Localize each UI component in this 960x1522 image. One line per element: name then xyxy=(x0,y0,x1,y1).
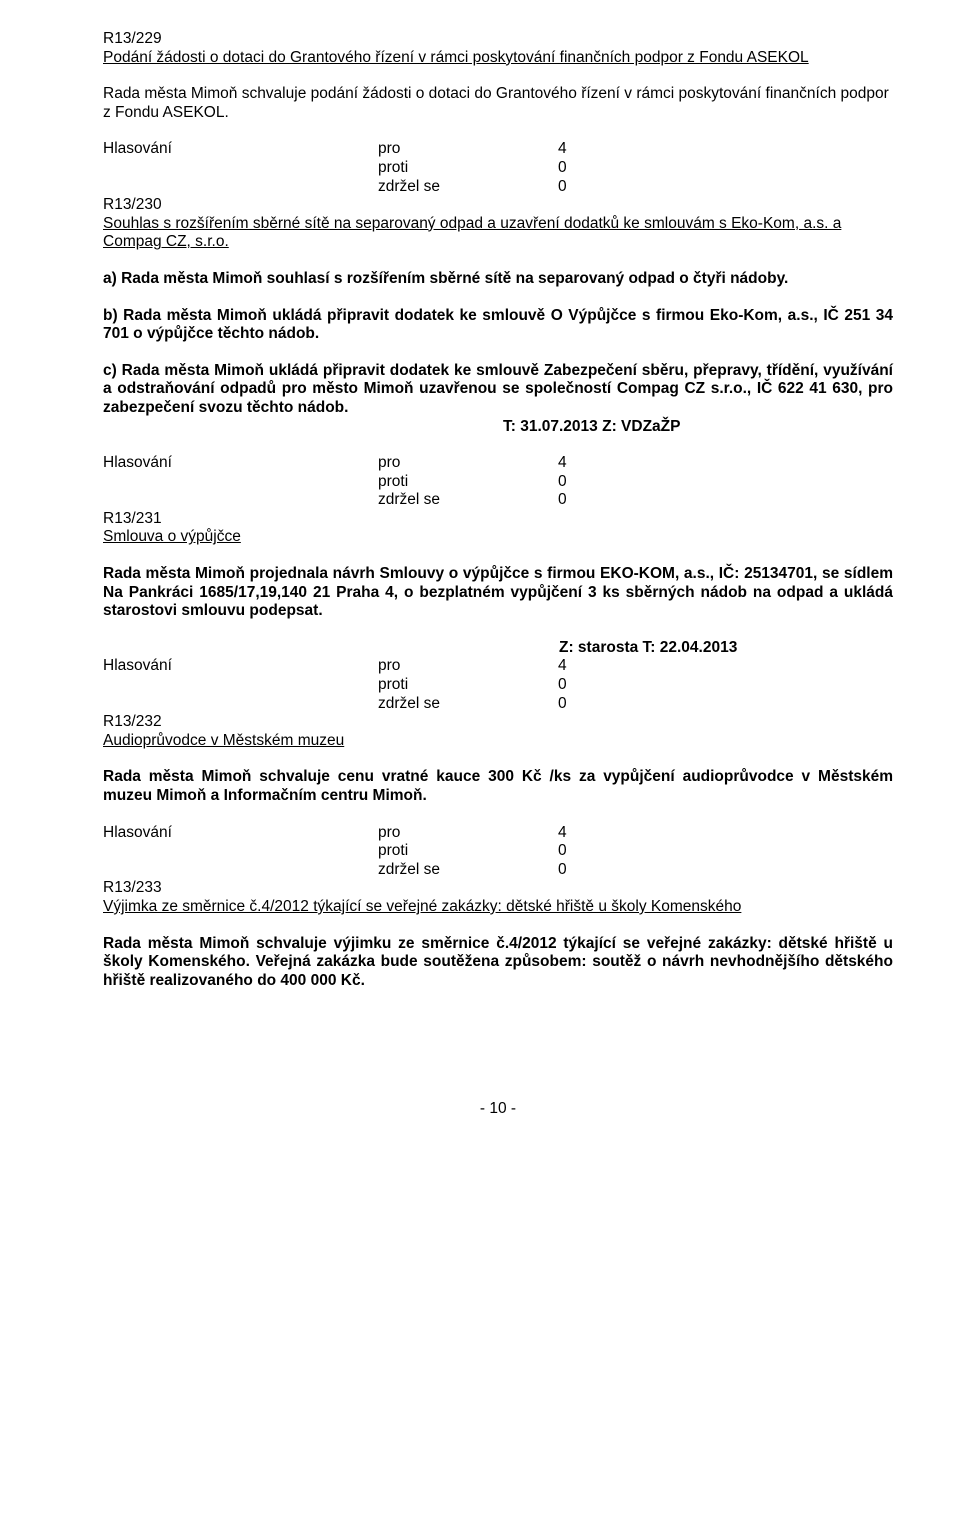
vote-zdrzel-n: 0 xyxy=(558,491,567,510)
vote-zdrzel: zdržel se xyxy=(378,695,558,714)
vote-label: Hlasování xyxy=(103,824,378,843)
item-title: Podání žádosti o dotaci do Grantového ří… xyxy=(103,49,893,68)
vote-label: Hlasování xyxy=(103,454,378,473)
r231-deadline: Z: starosta T: 22.04.2013 xyxy=(559,639,893,658)
vote-label: Hlasování xyxy=(103,657,378,676)
vote-zdrzel-n: 0 xyxy=(558,178,567,197)
vote-pro: pro xyxy=(378,657,558,676)
vote-pro-n: 4 xyxy=(558,140,567,159)
vote-proti-n: 0 xyxy=(558,159,567,178)
item-title: Výjimka ze směrnice č.4/2012 týkající se… xyxy=(103,898,893,917)
vote-zdrzel-n: 0 xyxy=(558,861,567,880)
vote-pro-n: 4 xyxy=(558,824,567,843)
vote-pro: pro xyxy=(378,454,558,473)
r231-body: Rada města Mimoň projednala návrh Smlouv… xyxy=(103,565,893,621)
r230-deadline: T: 31.07.2013 Z: VDZaŽP xyxy=(503,418,893,437)
item-title: Audioprůvodce v Městském muzeu xyxy=(103,732,893,751)
vote-zdrzel-n: 0 xyxy=(558,695,567,714)
vote-block-2: Hlasování pro 4 proti 0 zdržel se 0 R13/… xyxy=(103,454,893,547)
item-title: Souhlas s rozšířením sběrné sítě na sepa… xyxy=(103,215,893,252)
vote-zdrzel: zdržel se xyxy=(378,491,558,510)
r230-a: a) Rada města Mimoň souhlasí s rozšíření… xyxy=(103,270,893,289)
vote-pro-n: 4 xyxy=(558,454,567,473)
vote-label: Hlasování xyxy=(103,140,378,159)
item-code: R13/231 xyxy=(103,510,893,529)
vote-proti: proti xyxy=(378,159,558,178)
vote-proti-n: 0 xyxy=(558,676,567,695)
item-code: R13/229 xyxy=(103,30,893,49)
vote-proti: proti xyxy=(378,676,558,695)
vote-proti-n: 0 xyxy=(558,842,567,861)
vote-pro: pro xyxy=(378,824,558,843)
item-code: R13/232 xyxy=(103,713,893,732)
vote-proti-n: 0 xyxy=(558,473,567,492)
vote-proti: proti xyxy=(378,842,558,861)
vote-pro: pro xyxy=(378,140,558,159)
r233-body: Rada města Mimoň schvaluje výjimku ze sm… xyxy=(103,935,893,991)
page-number: - 10 - xyxy=(103,1100,893,1119)
vote-zdrzel: zdržel se xyxy=(378,178,558,197)
vote-proti: proti xyxy=(378,473,558,492)
r230-b: b) Rada města Mimoň ukládá připravit dod… xyxy=(103,307,893,344)
vote-zdrzel: zdržel se xyxy=(378,861,558,880)
item-code: R13/233 xyxy=(103,879,893,898)
vote-block-1: Hlasování pro 4 proti 0 zdržel se 0 R13/… xyxy=(103,140,893,252)
item-title: Smlouva o výpůjčce xyxy=(103,528,893,547)
vote-block-4: Hlasování pro 4 proti 0 zdržel se 0 R13/… xyxy=(103,824,893,917)
r232-body: Rada města Mimoň schvaluje cenu vratné k… xyxy=(103,768,893,805)
item-code: R13/230 xyxy=(103,196,893,215)
vote-pro-n: 4 xyxy=(558,657,567,676)
r230-c: c) Rada města Mimoň ukládá připravit dod… xyxy=(103,362,893,418)
item-body: Rada města Mimoň schvaluje podání žádost… xyxy=(103,85,893,122)
vote-block-3: Hlasování pro 4 proti 0 zdržel se 0 R13/… xyxy=(103,657,893,750)
item-r229: R13/229 Podání žádosti o dotaci do Grant… xyxy=(103,30,893,122)
